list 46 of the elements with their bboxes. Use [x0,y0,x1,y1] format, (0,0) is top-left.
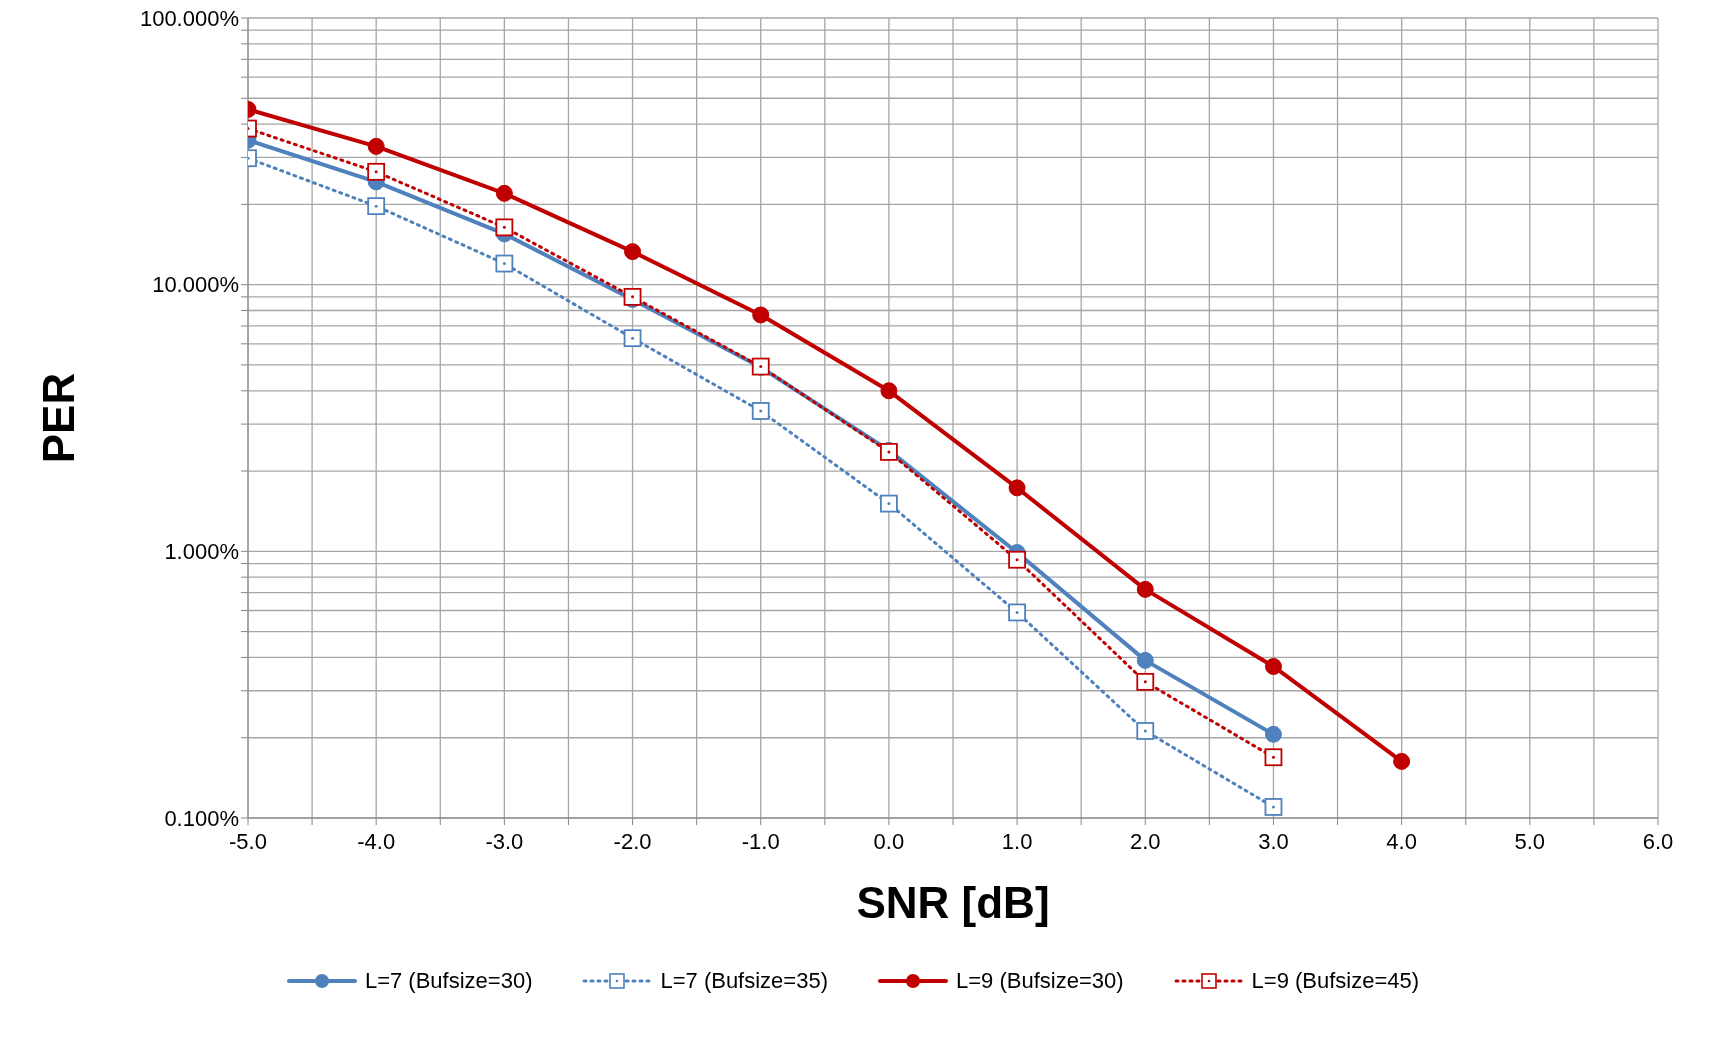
point [495,184,513,202]
point [1264,657,1282,675]
y-tick-label: 10.000% [152,272,239,298]
x-tick-label: 2.0 [1129,828,1161,854]
point [751,402,770,420]
point [1264,798,1283,816]
y-axis-title: PER [33,372,83,464]
x-axis-title: SNR [dB] [856,878,1050,927]
point [1393,752,1411,770]
x-tick-label: 3.0 [1258,828,1289,854]
x-tick-label: -3.0 [485,828,524,854]
x-tick-label: -1.0 [741,828,780,854]
point [1136,651,1154,669]
x-tick-label: -5.0 [229,828,267,854]
point [367,162,386,181]
point [880,494,898,513]
x-tick-label: 6.0 [1642,828,1674,854]
point [1008,550,1026,569]
point [752,306,770,324]
point [1008,479,1026,497]
point [367,137,385,155]
point [495,254,514,273]
point [1264,725,1282,743]
legend-label: L=7 (Bufsize=30) [364,968,533,994]
point [1136,672,1155,691]
legend-label: L=9 (Bufsize=45) [1251,968,1420,994]
point [1008,603,1026,622]
point [1136,722,1155,740]
x-tick-label: 1.0 [1001,828,1033,854]
point [495,218,514,237]
legend-label: L=9 (Bufsize=30) [956,968,1124,994]
x-tick-label: 5.0 [1514,828,1546,854]
x-tick-label: 0.0 [873,828,905,854]
x-tick-label: -4.0 [357,828,396,854]
point [880,382,898,400]
y-tick-label: 100.000% [139,5,239,31]
point [1136,580,1154,598]
x-tick-label: 4.0 [1386,828,1417,854]
y-tick-label: 1.000% [164,539,239,565]
x-tick-label: -2.0 [613,828,652,854]
point [1264,748,1283,767]
point [367,197,386,216]
point [624,243,642,261]
y-tick-label: 0.100% [164,805,239,831]
legend-label: L=7 (Bufsize=35) [660,968,828,994]
point [623,329,642,348]
